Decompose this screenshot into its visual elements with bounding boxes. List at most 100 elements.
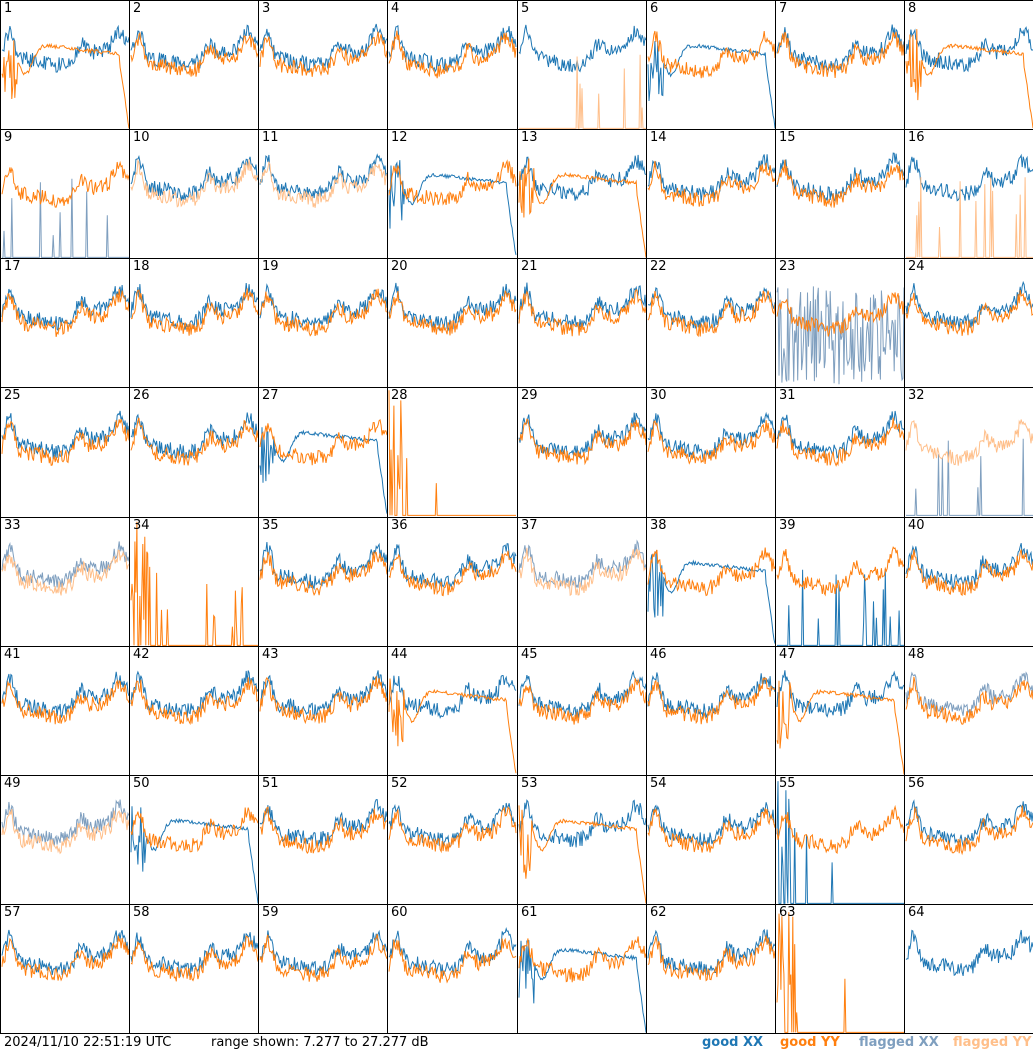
antenna-panel-57: 57 — [0, 904, 130, 1034]
spectrum-plot — [259, 259, 388, 388]
antenna-panel-32: 32 — [904, 387, 1033, 518]
spectrum-plot — [776, 130, 905, 259]
spectrum-plot — [905, 518, 1033, 647]
spectrum-plot — [647, 518, 776, 647]
xx-series-line — [389, 160, 516, 255]
panel-label: 42 — [133, 648, 150, 662]
yy-series-line — [777, 912, 904, 1032]
panel-label: 24 — [908, 260, 925, 274]
panel-label: 13 — [521, 131, 538, 145]
antenna-panel-59: 59 — [258, 904, 388, 1034]
antenna-panel-7: 7 — [775, 0, 905, 130]
antenna-panel-16: 16 — [904, 129, 1033, 259]
panel-label: 20 — [391, 260, 408, 274]
range-text: range shown: 7.277 to 27.277 dB — [211, 1033, 429, 1053]
yy-series-line — [906, 29, 1033, 128]
antenna-panel-19: 19 — [258, 258, 388, 388]
panel-label: 11 — [262, 131, 279, 145]
antenna-panel-27: 27 — [258, 387, 388, 518]
xx-series-line — [906, 28, 1033, 72]
spectrum-plot — [647, 647, 776, 776]
spectrum-plot — [1, 259, 130, 388]
panel-label: 26 — [133, 389, 150, 403]
yy-series-line — [777, 807, 904, 853]
xx-series-line — [260, 285, 387, 328]
spectrum-plot — [776, 905, 905, 1034]
panel-label: 9 — [4, 131, 12, 145]
xx-series-line — [519, 800, 646, 847]
antenna-panel-23: 23 — [775, 258, 905, 388]
antenna-panel-45: 45 — [517, 646, 647, 776]
panel-label: 3 — [262, 2, 270, 16]
antenna-panel-55: 55 — [775, 775, 905, 905]
spectrum-plot — [388, 518, 517, 647]
spectrum-plot — [518, 905, 647, 1034]
yy-series-line — [131, 677, 258, 724]
spectrum-plot — [259, 518, 388, 647]
yy-series-line — [777, 681, 904, 775]
panel-label: 8 — [908, 2, 916, 16]
panel-label: 1 — [4, 2, 12, 16]
antenna-panel-63: 63 — [775, 904, 905, 1034]
yy-series-line — [2, 419, 129, 465]
yy-series-line — [131, 522, 258, 646]
antenna-panel-20: 20 — [387, 258, 518, 388]
antenna-panel-8: 8 — [904, 0, 1033, 130]
yy-series-line — [2, 162, 129, 207]
spectrum-plot — [647, 905, 776, 1034]
panel-label: 18 — [133, 260, 150, 274]
antenna-panel-33: 33 — [0, 517, 130, 647]
spectrum-plot — [388, 1, 517, 130]
panel-label: 41 — [4, 648, 21, 662]
spectrum-plot — [130, 388, 259, 517]
panel-label: 25 — [4, 389, 21, 403]
panel-label: 19 — [262, 260, 279, 274]
antenna-panel-35: 35 — [258, 517, 388, 647]
panel-label: 36 — [391, 519, 408, 533]
panel-label: 44 — [391, 648, 408, 662]
antenna-panel-43: 43 — [258, 646, 388, 776]
panel-label: 62 — [650, 906, 667, 920]
antenna-panel-24: 24 — [904, 258, 1033, 388]
yy-series-line — [131, 159, 258, 206]
spectrum-plot — [388, 388, 517, 517]
panel-label: 57 — [4, 906, 21, 920]
yy-series-line — [519, 936, 646, 982]
panel-label: 21 — [521, 260, 538, 274]
antenna-panel-41: 41 — [0, 646, 130, 776]
yy-series-line — [389, 390, 516, 515]
antenna-panel-61: 61 — [517, 904, 647, 1034]
panel-label: 2 — [133, 2, 141, 16]
panel-label: 47 — [779, 648, 796, 662]
spectrum-plot — [1, 1, 130, 130]
yy-series-line — [2, 550, 129, 595]
spectrum-plot — [388, 647, 517, 776]
antenna-panel-30: 30 — [646, 387, 776, 518]
spectrum-plot — [259, 905, 388, 1034]
xx-series-line — [519, 25, 646, 72]
footer-bar: 2024/11/10 22:51:19 UTC range shown: 7.2… — [0, 1033, 1033, 1053]
yy-series-line — [777, 418, 904, 466]
spectrum-plot — [518, 518, 647, 647]
panel-label: 22 — [650, 260, 667, 274]
xx-series-line — [906, 439, 1033, 516]
xx-series-line — [389, 676, 516, 718]
panel-label: 14 — [650, 131, 667, 145]
panel-label: 59 — [262, 906, 279, 920]
panel-label: 31 — [779, 389, 796, 403]
panel-label: 4 — [391, 2, 399, 16]
panel-label: 49 — [4, 777, 21, 791]
spectrum-plot — [518, 776, 647, 905]
panel-label: 27 — [262, 389, 279, 403]
panel-label: 37 — [521, 519, 538, 533]
antenna-panel-49: 49 — [0, 775, 130, 905]
spectrum-plot — [259, 647, 388, 776]
xx-series-line — [906, 801, 1033, 846]
spectrum-plot — [776, 1, 905, 130]
yy-series-line — [2, 681, 129, 724]
yy-series-line — [260, 420, 387, 465]
yy-series-line — [519, 548, 646, 595]
antenna-panel-12: 12 — [387, 129, 518, 259]
panel-label: 52 — [391, 777, 408, 791]
